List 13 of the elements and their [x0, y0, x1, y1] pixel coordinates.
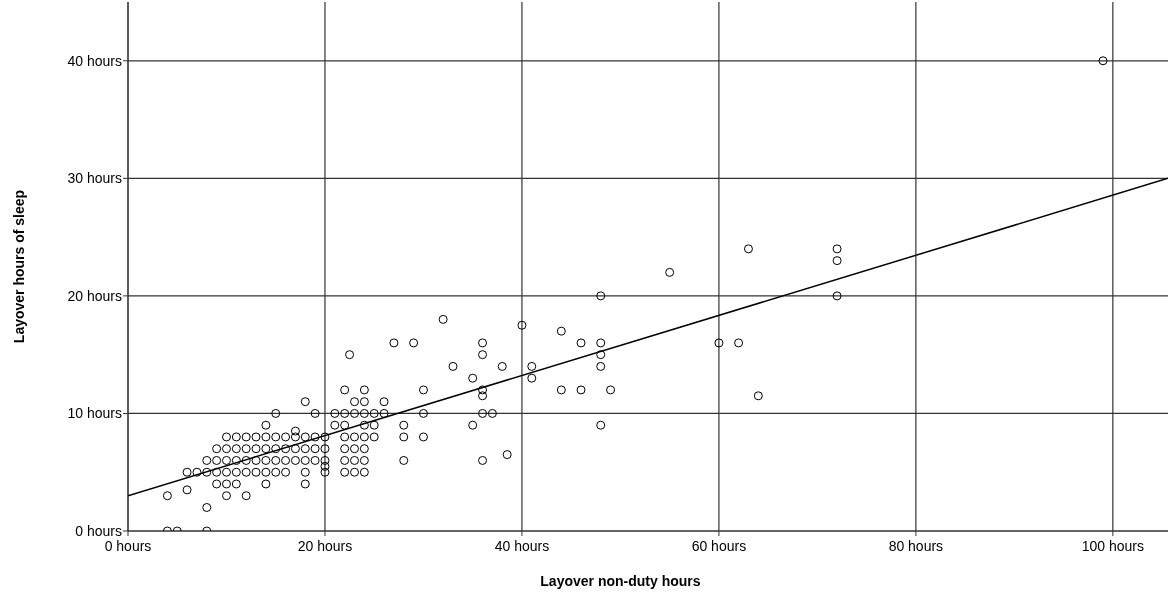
- x-axis-title: Layover non-duty hours: [540, 573, 701, 589]
- x-tick-label: 20 hours: [297, 538, 353, 554]
- y-tick-label: 20 hours: [67, 287, 122, 304]
- y-tick-label: 40 hours: [67, 52, 122, 69]
- y-tick-label: 30 hours: [67, 170, 122, 187]
- y-tick-label: 0 hours: [75, 523, 122, 539]
- x-tick-label: 100 hours: [1081, 538, 1144, 554]
- x-tick-label: 60 hours: [691, 538, 747, 554]
- x-tick-label: 80 hours: [888, 538, 944, 554]
- x-tick-label: 40 hours: [494, 538, 550, 554]
- x-tick-label: 0 hours: [104, 538, 152, 554]
- y-axis-title: Layover hours of sleep: [11, 189, 27, 344]
- y-tick-label: 10 hours: [67, 405, 122, 422]
